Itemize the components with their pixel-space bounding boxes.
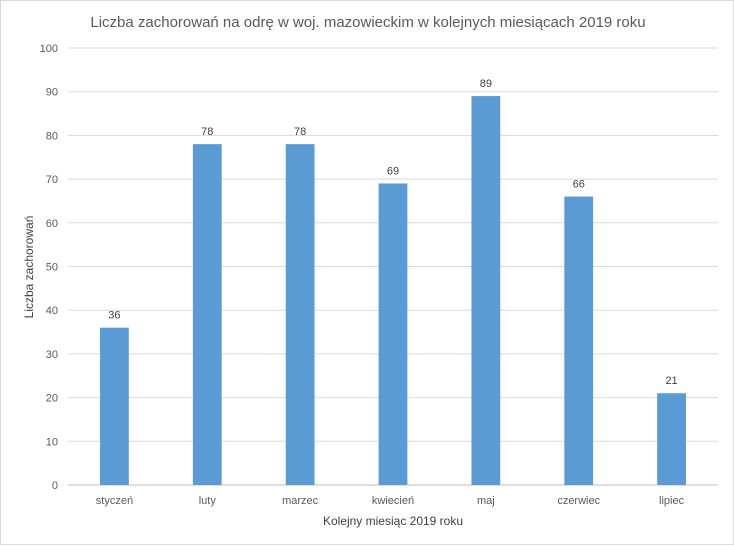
- bar-3: [378, 183, 408, 485]
- x-tick-label: marzec: [282, 495, 319, 507]
- bars: 36 78 78 69 89 66 21: [100, 78, 686, 485]
- y-tick-label: 100: [40, 43, 58, 55]
- bar-1: [192, 144, 222, 485]
- data-label: 78: [294, 126, 306, 138]
- bar-5: [564, 196, 594, 485]
- y-tick-label: 20: [46, 393, 58, 405]
- y-tick-label: 0: [52, 480, 58, 492]
- bar-2: [285, 144, 315, 485]
- y-tick-label: 60: [46, 218, 58, 230]
- bar-6: [657, 393, 686, 485]
- x-tick-label: kwiecień: [372, 495, 414, 507]
- y-tick-label: 30: [46, 349, 58, 361]
- data-label: 69: [387, 165, 399, 177]
- x-axis-ticks: styczeń luty marzec kwiecień maj czerwiec lipi…: [96, 495, 685, 507]
- y-tick-label: 40: [46, 305, 58, 317]
- y-tick-label: 70: [46, 174, 58, 186]
- x-tick-label: styczeń: [96, 495, 133, 507]
- y-tick-label: 50: [46, 262, 58, 274]
- x-tick-label: luty: [199, 495, 217, 507]
- x-tick-label: lipiec: [659, 495, 685, 507]
- chart-title: Liczba zachorowań na odrę w woj. mazowie…: [90, 14, 645, 31]
- x-tick-label: czerwiec: [557, 495, 600, 507]
- y-axis-ticks: 0 10 20 30 40 50 60 70 80 90 100: [40, 43, 58, 492]
- data-label: 66: [573, 179, 585, 191]
- data-label: 36: [108, 310, 120, 322]
- y-tick-label: 90: [46, 87, 58, 99]
- data-label: 89: [480, 78, 492, 90]
- x-tick-label: maj: [477, 495, 495, 507]
- data-label: 21: [665, 375, 677, 387]
- y-tick-label: 10: [46, 436, 58, 448]
- y-axis-title: Liczba zachorowań: [22, 216, 36, 319]
- y-tick-label: 80: [46, 130, 58, 142]
- bar-0: [100, 327, 129, 485]
- bar-4: [471, 96, 501, 485]
- data-label: 78: [201, 126, 213, 138]
- x-axis-title: Kolejny miesiąc 2019 roku: [323, 514, 463, 528]
